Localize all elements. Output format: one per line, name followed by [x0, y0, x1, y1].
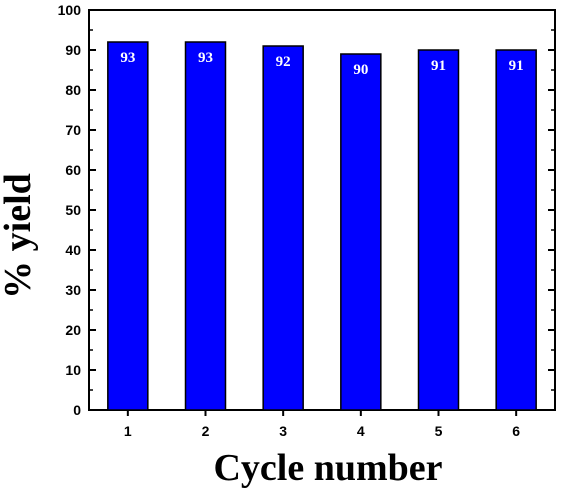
x-axis-title: Cycle number: [213, 447, 442, 489]
bar-data-label: 93: [120, 50, 135, 66]
y-tick-label: 50: [65, 202, 81, 218]
y-tick-label: 60: [65, 162, 81, 178]
y-tick-label: 90: [65, 42, 81, 58]
x-tick-label: 1: [124, 423, 132, 439]
bar-data-label: 91: [431, 58, 446, 74]
x-tick-label: 2: [202, 423, 210, 439]
bar-data-label: 90: [353, 62, 368, 78]
x-tick-label: 4: [357, 423, 365, 439]
y-tick-label: 100: [58, 2, 82, 18]
y-tick-label: 80: [65, 82, 81, 98]
bar: [417, 49, 460, 411]
y-tick-label: 10: [65, 362, 81, 378]
y-tick-label: 20: [65, 322, 81, 338]
bar-data-label: 91: [509, 58, 524, 74]
bar-data-label: 92: [276, 54, 291, 70]
bar-data-label: 93: [198, 50, 213, 66]
plot-frame: [88, 9, 556, 411]
y-tick-label: 0: [73, 402, 81, 418]
y-tick-label: 30: [65, 282, 81, 298]
x-tick-label: 5: [435, 423, 443, 439]
bar: [107, 41, 149, 411]
x-tick-label: 3: [279, 423, 287, 439]
y-axis-title: % yield: [0, 173, 39, 299]
y-tick-label: 70: [65, 122, 81, 138]
x-tick-label: 6: [512, 423, 520, 439]
y-tick-label: 40: [65, 242, 81, 258]
bar: [184, 41, 227, 411]
bar: [340, 53, 382, 411]
bar: [495, 49, 537, 411]
bar: [262, 45, 304, 411]
